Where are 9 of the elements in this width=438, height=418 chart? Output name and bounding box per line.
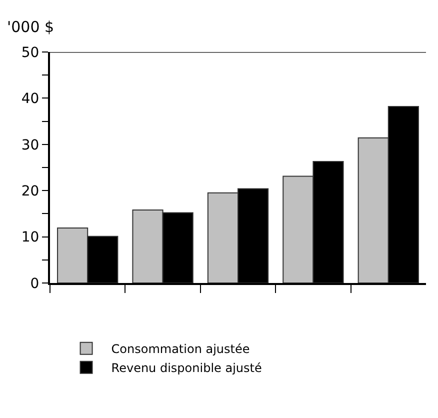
y-tick-label: 50 (21, 44, 40, 61)
y-tick-label: 20 (21, 184, 40, 200)
legend-label: Consommation ajustée (111, 342, 250, 356)
y-axis-title: '000 $ (7, 18, 54, 36)
y-tick-label: 0 (30, 276, 40, 292)
y-tick-label: 30 (21, 137, 40, 154)
legend-label: Revenu disponible ajusté (111, 361, 262, 375)
y-tick-label: 10 (21, 230, 40, 246)
y-tick-label: 40 (21, 91, 40, 108)
